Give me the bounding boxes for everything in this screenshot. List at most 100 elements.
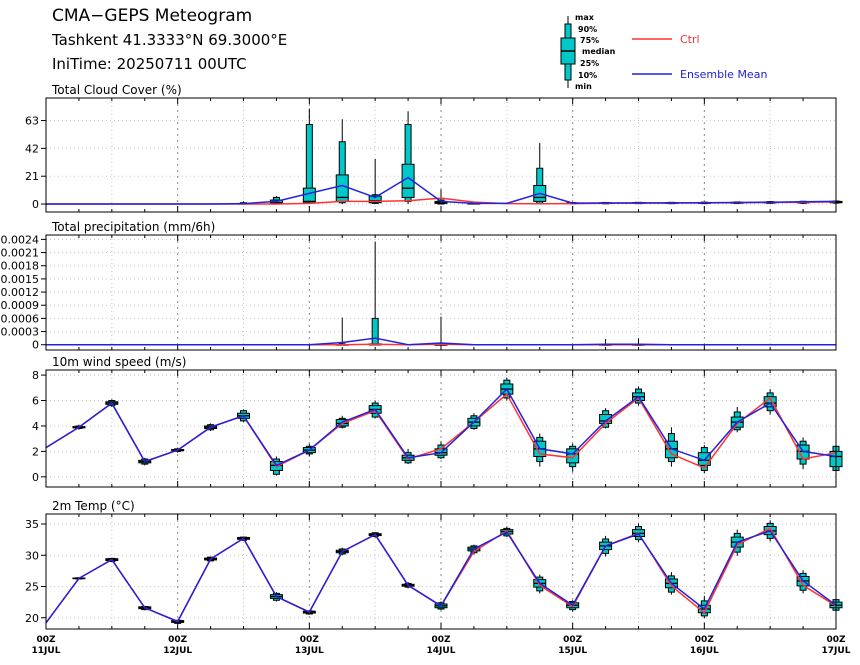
box-p10-p90 [207,556,215,562]
box-iqr [664,202,678,204]
panel-2: Total precipitation (mm/6h) 00.00030.0006… [1,220,837,352]
box-iqr [401,583,415,587]
box-144h [829,442,843,474]
box-p10-p90 [371,402,379,418]
y-tick-label: 21 [25,170,39,183]
box-p10-p90 [141,458,149,465]
location-label: Tashkent 41.3333°N 69.3000°E [52,31,288,49]
box-p10-p90 [338,141,346,204]
box-p10-p90 [272,458,280,475]
box-48h [302,443,316,457]
box-iqr [664,440,678,459]
box-iqr [237,536,250,540]
legend-ctrl-label: Ctrl [680,33,700,46]
box-p10-p90 [569,445,577,468]
x-tick-hour: 00Z [695,635,715,645]
box-iqr [500,383,514,395]
box-p10-p90 [766,392,774,412]
box-p10-p90 [700,600,708,617]
box-p10-p90 [75,577,83,580]
box-66h [401,582,415,589]
box-p10-p90 [635,388,642,404]
box-60h [368,241,382,346]
box-p10-p90 [602,410,610,428]
box-iqr [434,448,448,456]
box-132h [763,389,777,415]
ensemble-mean-line [45,387,837,467]
y-tick-label: 0 [32,471,39,484]
box-48h [302,610,316,615]
box-iqr [632,344,645,346]
box-iqr [335,344,349,346]
y-tick-label: 63 [25,115,39,128]
box-p10-p90 [240,410,247,422]
box-30h [204,556,218,562]
box-p10-p90 [338,417,346,428]
box-iqr [138,606,152,610]
box-p10-p90 [338,343,346,346]
box-iqr [204,425,218,429]
box-iqr [335,419,349,427]
panel-frame [45,234,837,351]
box-iqr [599,202,613,205]
box-iqr [664,578,678,589]
box-42h [269,456,283,476]
box-120h [697,595,711,619]
box-iqr [829,200,843,204]
box-iqr [237,412,250,419]
box-24h [171,447,185,453]
box-78h [467,201,481,205]
box-54h [335,317,349,346]
box-p10-p90 [536,436,544,463]
box-p10-p90 [602,201,610,205]
box-120h [697,201,711,205]
box-42h [269,196,283,205]
panel-frame [45,513,837,630]
box-p10-p90 [272,592,280,601]
box-iqr [434,200,448,204]
box-120h [697,445,711,474]
y-tick-label: 25 [25,581,39,594]
x-tick-hour: 00Z [168,635,188,645]
panel-title: 2m Temp (°C) [52,499,135,513]
box-p10-p90 [799,572,807,591]
box-108h [632,523,645,543]
box-iqr [796,444,810,460]
y-tick-label: 0.0015 [1,273,40,286]
legend-p75-label: 75% [580,36,600,45]
box-78h [467,544,481,555]
y-tick-label: 2 [32,445,39,458]
box-iqr [138,459,152,464]
box-p10-p90 [437,602,445,610]
box-90h [533,574,547,594]
box-iqr [566,448,580,464]
box-p10-p90 [305,610,313,615]
box-iqr [105,401,119,405]
box-p10-p90 [305,124,313,204]
box-6h [72,577,86,580]
box-p10-p90 [569,601,577,611]
box-p10-p90 [371,317,379,346]
box-p10-p90 [470,545,478,554]
box-144h [829,200,843,205]
box-iqr [368,195,382,204]
box-p10-p90 [667,433,675,463]
y-tick-label: 0.0012 [1,286,40,299]
box-108h [632,386,645,406]
box-iqr [763,526,777,536]
box-iqr [599,344,613,346]
box-66h [401,448,415,465]
box-p10-p90 [371,194,379,204]
ensemble-mean-line [45,530,837,624]
box-114h [664,427,678,467]
x-tick-date: 13JUL [295,646,324,656]
y-tick-label: 0 [32,198,39,211]
box-132h [763,520,777,542]
box-p10-p90 [536,167,544,204]
x-tick-hour: 00Z [563,635,583,645]
box-54h [335,415,349,429]
ensemble-mean-line [46,337,836,346]
box-144h [829,597,843,613]
panel-3: 10m wind speed (m/s) 0 2 4 6 8 [32,355,843,488]
